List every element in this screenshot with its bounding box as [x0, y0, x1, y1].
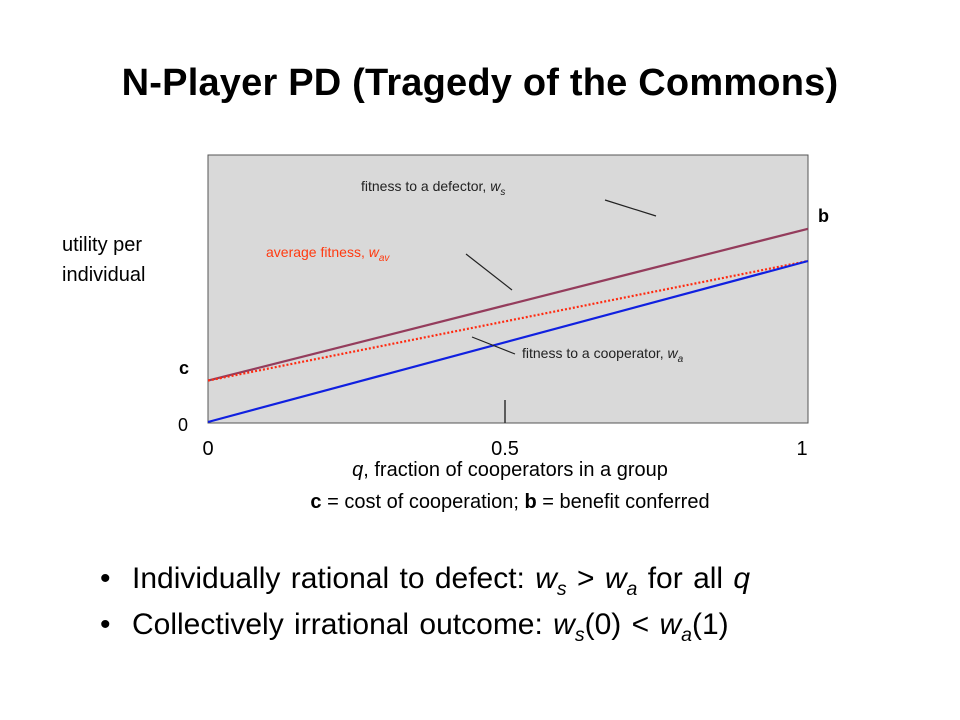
cooperator-fitness-line: [207, 259, 809, 424]
y-axis-label: utility per individual: [62, 230, 145, 290]
caption-b: b: [524, 491, 537, 513]
figure-caption: c = cost of cooperation; b = benefit con…: [210, 491, 810, 514]
x-axis-label-text: , fraction of cooperators in a group: [363, 459, 668, 481]
x-axis-variable: q: [352, 459, 364, 481]
x-tick-0: 0: [202, 438, 213, 460]
bullet-list: Individually rational to defect: ws > wa…: [100, 556, 750, 648]
bullet-individually-rational: Individually rational to defect: ws > wa…: [100, 556, 750, 602]
x-tick-0-5: 0.5: [491, 438, 519, 460]
y-axis-label-line2: individual: [62, 264, 146, 286]
bullet-collectively-irrational: Collectively irrational outcome: ws(0) <…: [100, 602, 750, 648]
average-leader-line: [465, 253, 513, 291]
x-tick-1: 1: [796, 438, 807, 460]
average-fitness-line: [207, 259, 809, 382]
y-axis-label-line1: utility per: [62, 234, 143, 256]
y-tick-c: c: [179, 358, 189, 378]
caption-c-text: = cost of cooperation;: [321, 491, 525, 513]
defector-annotation: fitness to a defector, ws: [361, 178, 505, 198]
series-layer: [207, 227, 809, 424]
plot-area: [207, 154, 809, 424]
caption-b-text: = benefit conferred: [536, 491, 710, 513]
caption-c: c: [310, 491, 322, 513]
slide-title: N-Player PD (Tragedy of the Commons): [121, 62, 839, 104]
x-axis-label: q, fraction of cooperators in a group: [210, 459, 810, 482]
cooperator-annotation: fitness to a cooperator, wa: [522, 345, 684, 365]
end-label-b: b: [818, 206, 829, 226]
defector-leader-line: [604, 199, 657, 217]
defector-fitness-line: [207, 227, 809, 382]
average-annotation: average fitness, wav: [266, 244, 390, 264]
cooperator-leader-line: [471, 336, 516, 355]
y-tick-zero: 0: [178, 415, 188, 435]
